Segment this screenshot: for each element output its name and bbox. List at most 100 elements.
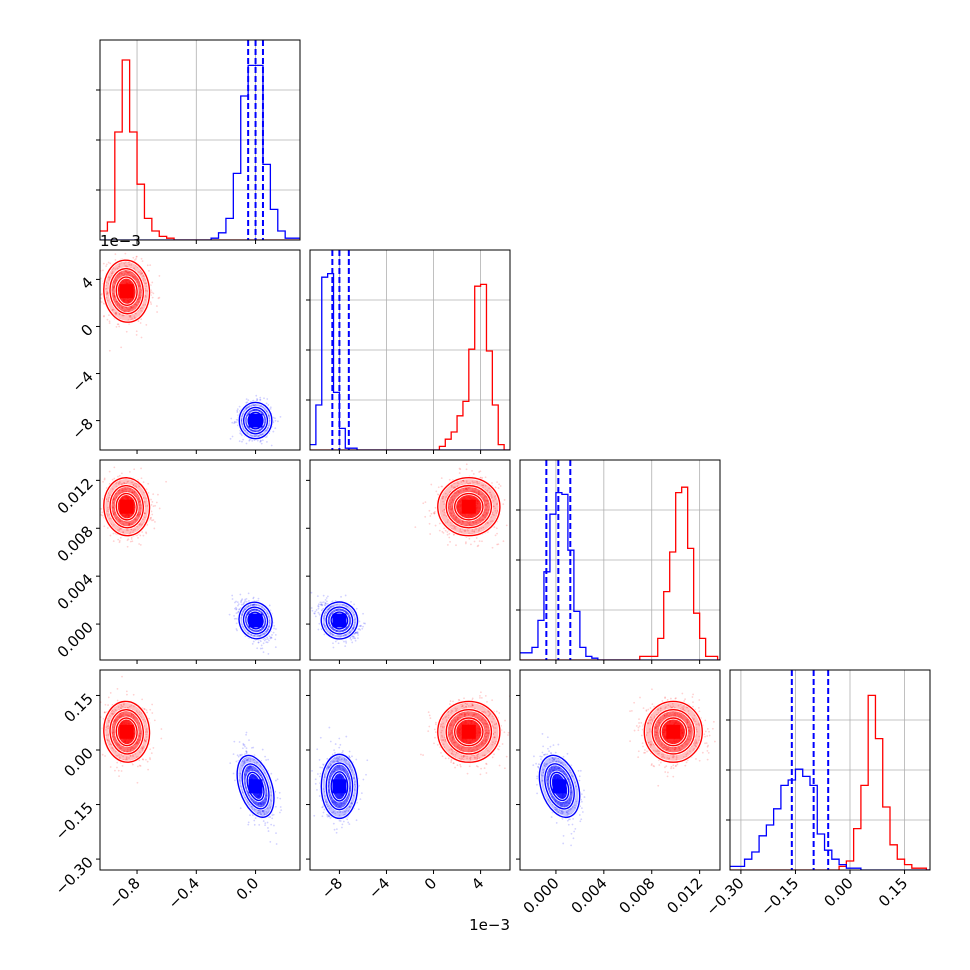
- sample-point: [131, 481, 134, 484]
- sample-point: [106, 318, 109, 321]
- sample-point: [468, 537, 471, 540]
- sample-point: [235, 608, 238, 611]
- sample-point: [112, 287, 115, 290]
- sample-point: [269, 636, 272, 639]
- sample-point: [464, 487, 467, 490]
- sample-point: [116, 303, 119, 306]
- sample-point: [494, 498, 497, 500]
- sample-point: [434, 524, 437, 527]
- sample-point: [486, 522, 489, 525]
- sample-point: [491, 496, 493, 499]
- sample-point: [246, 424, 249, 427]
- histogram-panel-1: [306, 249, 511, 454]
- sample-point: [242, 610, 244, 613]
- sample-point: [139, 511, 141, 514]
- sample-point: [125, 265, 128, 267]
- sample-point: [116, 300, 118, 303]
- hist-bin-series_b: [781, 785, 788, 870]
- sample-point: [445, 496, 447, 498]
- sample-point: [462, 479, 465, 482]
- sample-point: [140, 467, 142, 470]
- sample-point: [484, 513, 486, 516]
- sample-point: [443, 514, 445, 516]
- sample-point: [127, 523, 130, 526]
- sample-point: [138, 294, 141, 297]
- sample-point: [156, 311, 158, 313]
- sample-point: [482, 519, 485, 521]
- sample-point: [241, 613, 243, 615]
- sample-point: [116, 273, 119, 276]
- sample-point: [139, 296, 142, 299]
- sample-point: [113, 294, 116, 297]
- sample-point: [261, 439, 264, 442]
- sample-point: [448, 536, 451, 539]
- histogram-step-series_a: [310, 283, 510, 450]
- sample-point: [113, 286, 115, 288]
- sample-point: [451, 508, 454, 510]
- sample-point: [259, 647, 262, 650]
- sample-point: [145, 532, 148, 535]
- sample-point: [103, 315, 105, 318]
- sample-point: [136, 525, 139, 528]
- sample-point: [115, 300, 118, 303]
- sample-point: [111, 506, 114, 509]
- sample-point: [477, 529, 480, 532]
- sample-point: [428, 509, 431, 512]
- sample-point: [130, 273, 133, 276]
- sample-point: [246, 432, 249, 435]
- sample-point: [131, 275, 134, 277]
- sample-point: [483, 503, 486, 506]
- sample-point: [273, 627, 275, 630]
- sample-point: [256, 609, 259, 612]
- sample-point: [103, 525, 106, 528]
- sample-point: [274, 634, 277, 636]
- sample-point: [152, 519, 155, 521]
- sample-point: [127, 487, 129, 489]
- sample-point: [138, 281, 141, 284]
- sample-point: [113, 523, 115, 526]
- sample-point: [157, 493, 159, 496]
- sample-point: [118, 474, 121, 477]
- sample-point: [466, 524, 469, 527]
- sample-point: [465, 487, 467, 490]
- sample-point: [486, 502, 489, 505]
- sample-point: [113, 477, 116, 480]
- sample-point: [495, 512, 498, 514]
- sample-point: [129, 272, 131, 274]
- sample-point: [254, 430, 256, 433]
- sample-point: [498, 483, 501, 486]
- sample-point: [228, 613, 231, 616]
- sample-point: [245, 597, 248, 600]
- hist-bin-series_a: [498, 445, 504, 450]
- sample-point: [118, 528, 121, 531]
- sample-point: [448, 507, 451, 510]
- sample-point: [477, 491, 480, 494]
- sample-point: [262, 626, 265, 629]
- sample-point: [461, 520, 464, 523]
- sample-point: [235, 418, 238, 421]
- sample-point: [151, 519, 153, 522]
- sample-point: [134, 528, 136, 531]
- sample-point: [123, 262, 126, 265]
- sample-point: [131, 491, 134, 494]
- sample-point: [113, 285, 116, 287]
- sample-point: [245, 621, 247, 624]
- sample-point: [127, 538, 130, 541]
- sample-point: [240, 614, 243, 617]
- sample-point: [116, 323, 119, 326]
- sample-point: [125, 270, 127, 273]
- sample-point: [242, 602, 245, 605]
- sample-point: [352, 635, 355, 638]
- sample-point: [118, 530, 120, 532]
- sample-point: [443, 509, 446, 511]
- sample-point: [234, 607, 236, 610]
- sample-point: [136, 280, 139, 283]
- sample-point: [485, 508, 488, 511]
- sample-point: [139, 544, 142, 546]
- y-tick-label: 0.012: [54, 474, 97, 517]
- sample-point: [496, 532, 498, 535]
- density-peak: [248, 413, 263, 428]
- sample-point: [246, 401, 249, 404]
- sample-point: [116, 529, 119, 532]
- sample-point: [478, 518, 481, 520]
